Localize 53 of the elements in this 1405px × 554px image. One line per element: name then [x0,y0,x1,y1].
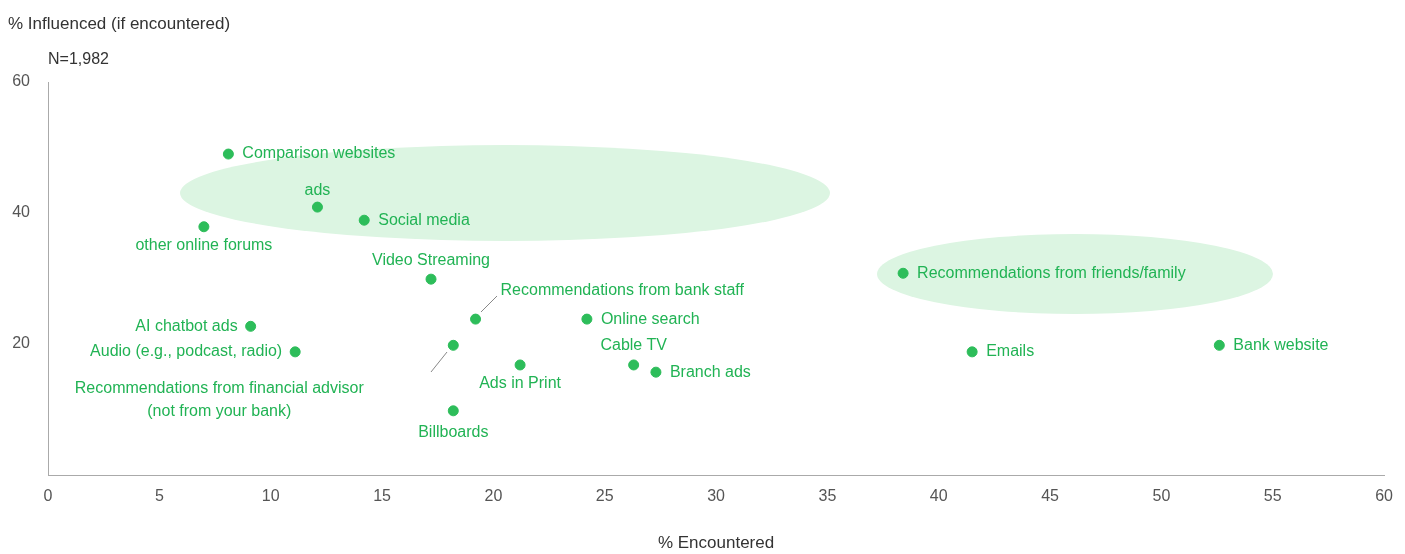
point [447,339,459,351]
point [966,346,978,358]
x-tick-label: 35 [818,487,837,505]
point [447,405,459,417]
x-tick-label: 50 [1152,487,1171,505]
annotation: Video Streaming [372,250,491,268]
annotation: Ads in Print [479,374,562,392]
point [222,148,234,160]
x-tick-label: 0 [43,487,53,505]
point [289,346,301,358]
annotation: Bank website [1233,335,1329,353]
x-tick-label: 30 [707,487,726,505]
annotation: AI chatbot ads [135,316,238,334]
y-tick-label: 40 [12,203,31,221]
annotation: Recommendations from friends/family [917,263,1186,281]
y-tick-label: 20 [12,334,31,352]
x-tick-label: 40 [929,487,948,505]
annotation: Branch ads [669,362,751,380]
x-tick-label: 55 [1263,487,1282,505]
x-tick-label: 20 [484,487,503,505]
point [897,267,909,279]
annotation: Billboards [418,423,489,441]
text: N=1,982 [48,50,110,68]
y-tick-label: 60 [12,72,31,90]
x-axis-title: % Encountered [657,533,775,553]
annotation: Cable TV [600,336,668,354]
x-tick-label: 15 [373,487,392,505]
annotation: Comparison websites [242,144,396,162]
x-tick-label: 25 [595,487,614,505]
point [628,359,640,371]
point [311,201,323,213]
annotation: ads [304,180,331,198]
x-tick-label: 45 [1041,487,1060,505]
annotation: Online search [600,309,700,327]
point [198,221,210,233]
point [358,214,370,226]
annotation: Social media [378,210,470,228]
point [470,313,482,325]
annotation: Recommendations from financial advisor (not from your bank) [74,378,365,419]
point [581,313,593,325]
point [650,366,662,378]
annotation: Recommendations from bank staff [500,280,745,298]
y-axis-title: % Influenced (if encountered) [8,13,231,33]
annotation: other online forums [135,236,273,254]
point [245,320,257,332]
point [425,273,437,285]
annotation: Audio (e.g., podcast, radio) [90,342,283,360]
point [1213,339,1225,351]
x-tick-label: 5 [154,487,164,505]
x-tick-label: 60 [1375,487,1394,505]
point [514,359,526,371]
x-tick-label: 10 [261,487,280,505]
annotation: Emails [986,342,1035,360]
